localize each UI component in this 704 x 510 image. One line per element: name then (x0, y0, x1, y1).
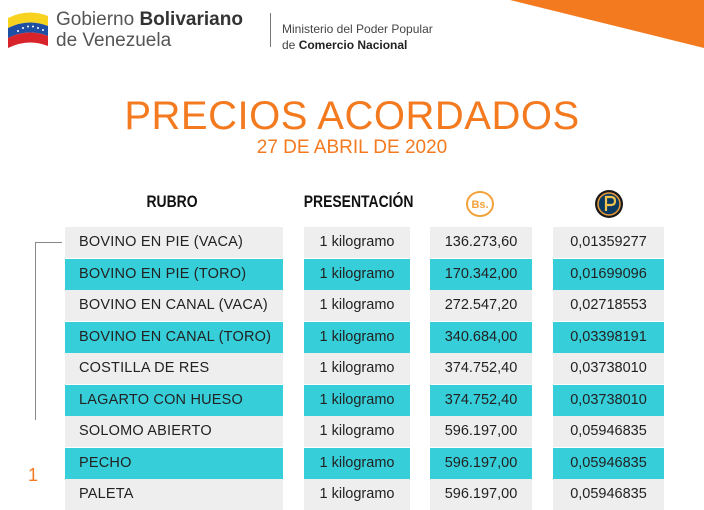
presentacion-cell: 1 kilogramo (304, 479, 410, 510)
price-petro-cell: 0,02718553 (553, 290, 664, 321)
ministry-line2-prefix: de (282, 38, 299, 52)
table-row: BOVINO EN CANAL (TORO) 1 kilogramo 340.684… (0, 321, 704, 353)
rubro-cell: BOVINO EN CANAL (TORO) (65, 321, 283, 353)
rubro-cell: LAGARTO CON HUESO (65, 384, 283, 416)
table-row: LAGARTO CON HUESO 1 kilogramo 374.752,40 0,… (0, 384, 704, 416)
rubro-cell: BOVINO EN CANAL (VACA) (65, 290, 283, 321)
column-header-presentacion: PRESENTACIÓN (303, 192, 414, 211)
ministry-line1: Ministerio del Poder Popular (282, 22, 433, 36)
price-petro-cell: 0,05946835 (553, 416, 664, 447)
presentacion-cell: 1 kilogramo (304, 353, 410, 384)
venezuela-flag-logo (8, 12, 48, 48)
page-date: 27 DE ABRIL DE 2020 (256, 137, 448, 158)
table-row: PALETA 1 kilogramo 596.197,00 0,05946835 (0, 479, 704, 510)
table-row: SOLOMO ABIERTO 1 kilogramo 596.197,00 0,059… (0, 416, 704, 447)
ministry-line2-bold: Comercio Nacional (298, 38, 408, 52)
header-separator (270, 13, 271, 47)
table-row: BOVINO EN PIE (VACA) 1 kilogramo 136.273,6… (0, 227, 704, 258)
price-petro-cell: 0,03398191 (553, 321, 664, 353)
price-bs-cell: 374.752,40 (430, 384, 532, 416)
price-bs-cell: 596.197,00 (430, 416, 532, 447)
petro-currency-icon (595, 190, 623, 218)
price-petro-cell: 0,03738010 (553, 353, 664, 384)
price-petro-cell: 0,05946835 (553, 479, 664, 510)
price-bs-cell: 272.547,20 (430, 290, 532, 321)
rubro-cell: COSTILLA DE RES (65, 353, 283, 384)
ministry-name: Ministerio del Poder Popular de Comercio… (282, 21, 433, 53)
presentacion-cell: 1 kilogramo (304, 258, 410, 290)
table-row: BOVINO EN CANAL (VACA) 1 kilogramo 272.547… (0, 290, 704, 321)
bolivar-currency-icon: Bs. (466, 191, 494, 217)
rubro-cell: PALETA (65, 479, 283, 510)
bs-icon-label: Bs. (471, 199, 488, 211)
page-number: 1 (28, 465, 39, 485)
price-bs-cell: 170.342,00 (430, 258, 532, 290)
rubro-cell: PECHO (65, 447, 283, 479)
gov-line1-prefix: Gobierno (56, 9, 140, 30)
price-bs-cell: 374.752,40 (430, 353, 532, 384)
presentacion-cell: 1 kilogramo (304, 384, 410, 416)
price-bs-cell: 596.197,00 (430, 447, 532, 479)
corner-decoration (510, 0, 704, 48)
price-bs-cell: 596.197,00 (430, 479, 532, 510)
presentacion-cell: 1 kilogramo (304, 321, 410, 353)
page-title: PRECIOS ACORDADOS (124, 94, 580, 138)
presentacion-cell: 1 kilogramo (304, 290, 410, 321)
presentacion-cell: 1 kilogramo (304, 416, 410, 447)
price-petro-cell: 0,01699096 (553, 258, 664, 290)
table-row: COSTILLA DE RES 1 kilogramo 374.752,40 0,03… (0, 353, 704, 384)
gov-line1-bold: Bolivariano (139, 9, 243, 30)
price-petro-cell: 0,03738010 (553, 384, 664, 416)
rubro-cell: BOVINO EN PIE (VACA) (65, 227, 283, 258)
table-row: BOVINO EN PIE (TORO) 1 kilogramo 170.342,0… (0, 258, 704, 290)
price-bs-cell: 340.684,00 (430, 321, 532, 353)
rubro-cell: BOVINO EN PIE (TORO) (65, 258, 283, 290)
government-name: Gobierno Bolivariano de Venezuela (56, 9, 243, 51)
column-header-rubro: RUBRO (146, 192, 198, 211)
price-petro-cell: 0,01359277 (553, 227, 664, 258)
bracket-line (35, 242, 62, 420)
price-petro-cell: 0,05946835 (553, 447, 664, 479)
table-row: PECHO 1 kilogramo 596.197,00 0,05946835 (0, 447, 704, 479)
gov-line2: de Venezuela (56, 30, 172, 51)
price-bs-cell: 136.273,60 (430, 227, 532, 258)
presentacion-cell: 1 kilogramo (304, 447, 410, 479)
presentacion-cell: 1 kilogramo (304, 227, 410, 258)
rubro-cell: SOLOMO ABIERTO (65, 416, 283, 447)
